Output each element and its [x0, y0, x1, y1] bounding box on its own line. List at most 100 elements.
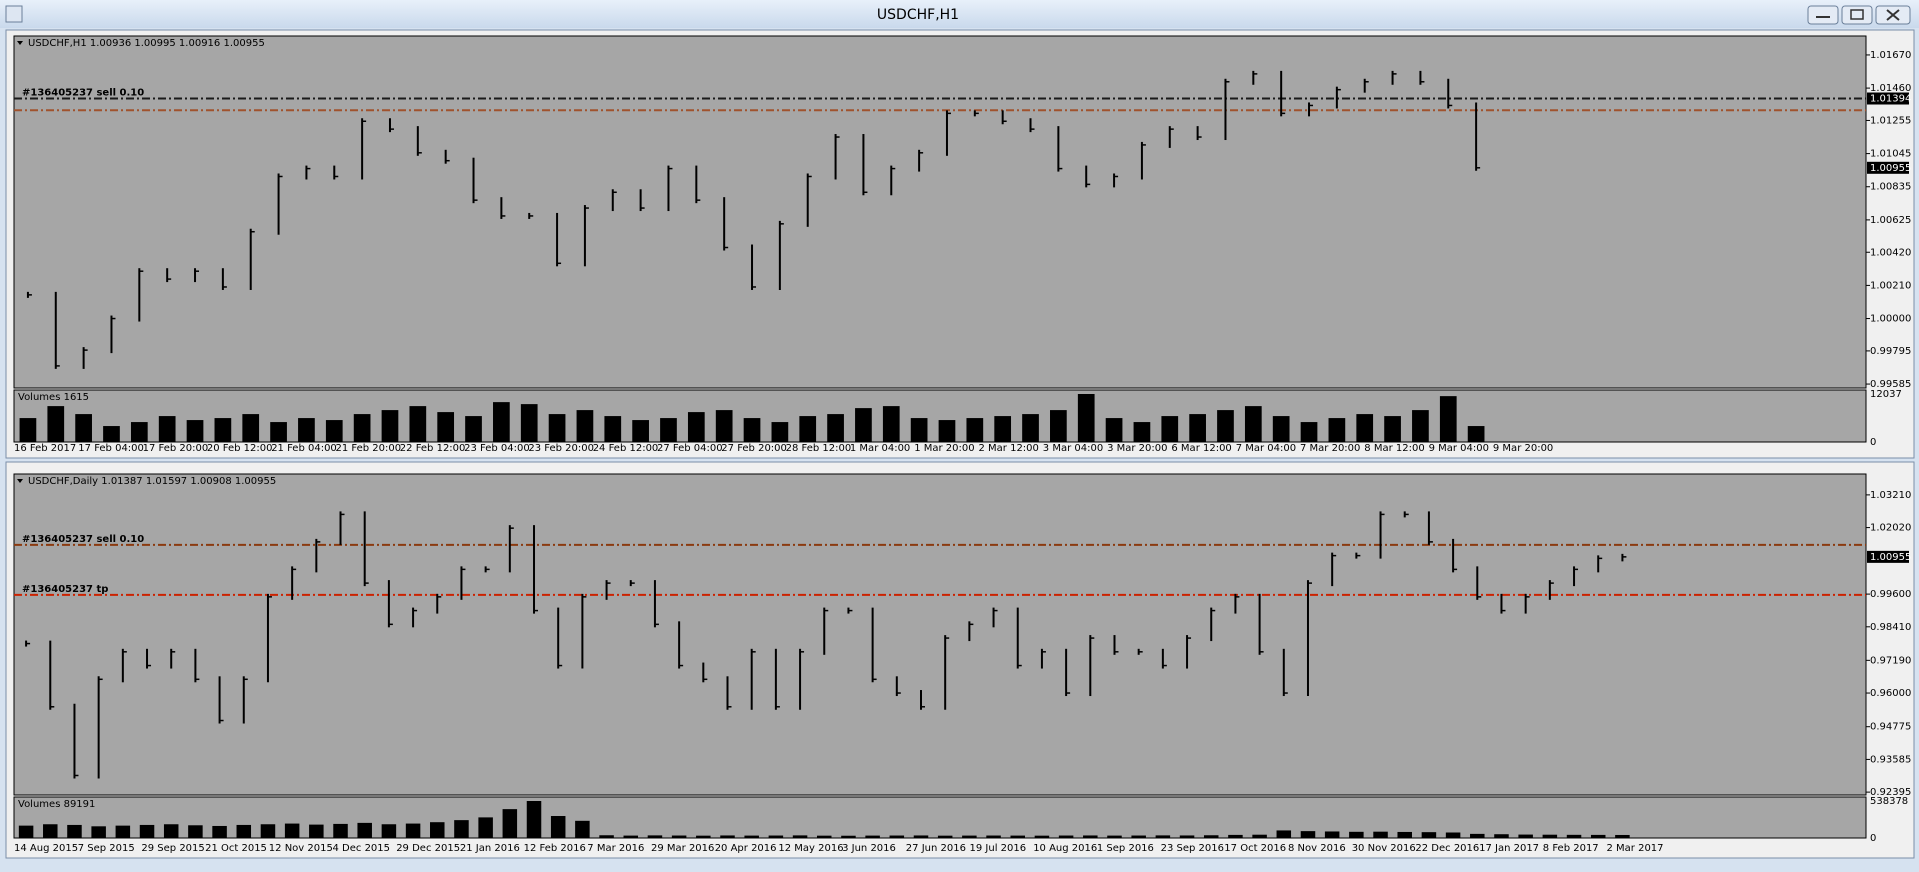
y-tick-label: 0.93585 — [1870, 754, 1911, 765]
x-tick-label: 21 Feb 20:00 — [336, 443, 402, 454]
x-tick-label: 19 Jul 2016 — [970, 843, 1027, 854]
minimize-button[interactable] — [1807, 5, 1839, 25]
volume-bar — [575, 820, 590, 838]
title-bar — [0, 0, 1919, 28]
x-tick-label: 9 Mar 04:00 — [1429, 443, 1489, 454]
y-tick-label: 1.00835 — [1870, 182, 1911, 193]
volume-bar — [938, 420, 956, 442]
volume-bar — [1217, 410, 1234, 442]
volume-bar — [353, 414, 371, 442]
volume-bar — [1107, 835, 1122, 838]
volume-bar — [260, 824, 276, 838]
x-tick-label: 1 Mar 20:00 — [914, 443, 974, 454]
volume-bar — [647, 835, 663, 838]
order-label: #136405237 sell 0.10 — [22, 88, 144, 99]
volume-bar — [913, 835, 929, 838]
volume-bar — [576, 410, 594, 442]
x-tick-label: 27 Jun 2016 — [906, 843, 966, 854]
y-tick-label: 1.01255 — [1870, 115, 1911, 126]
volume-bar — [1397, 831, 1412, 838]
x-tick-label: 7 Mar 20:00 — [1300, 443, 1360, 454]
volume-bar — [130, 422, 148, 442]
y-tick-label: 0.94775 — [1870, 722, 1911, 733]
volume-bar — [841, 835, 856, 838]
order-label: #136405237 sell 0.10 — [22, 534, 144, 545]
x-tick-label: 12 Feb 2016 — [524, 843, 586, 854]
volume-bar — [1518, 834, 1533, 838]
volume-bar — [994, 416, 1012, 442]
x-tick-label: 22 Dec 2016 — [1415, 843, 1479, 854]
volume-bar — [671, 835, 687, 838]
y-tick-label: 0.96000 — [1870, 688, 1911, 699]
volume-bar — [910, 418, 928, 442]
x-tick-label: 9 Mar 20:00 — [1493, 443, 1553, 454]
volume-bar — [1252, 834, 1267, 838]
volume-bar — [1010, 835, 1025, 838]
x-tick-label: 8 Feb 2017 — [1543, 843, 1599, 854]
window-icon[interactable] — [5, 5, 23, 23]
volume-bar — [1412, 410, 1429, 442]
x-tick-label: 17 Feb 20:00 — [143, 443, 209, 454]
x-tick-label: 12 Nov 2015 — [269, 843, 333, 854]
volume-bar — [1034, 835, 1050, 838]
y-tick-label: 0.97190 — [1870, 655, 1911, 666]
volume-bar — [1131, 835, 1146, 838]
restore-button[interactable] — [1841, 5, 1873, 25]
volume-bar — [1077, 394, 1095, 442]
y-tick-label: 1.00210 — [1870, 280, 1911, 291]
volume-bar — [1356, 414, 1374, 442]
x-tick-label: 29 Dec 2015 — [396, 843, 460, 854]
order-price-tag — [1867, 92, 1909, 105]
volume-bar — [632, 420, 649, 442]
volume-bar — [1022, 414, 1039, 442]
volume-bar — [526, 801, 542, 838]
volume-bar — [493, 402, 510, 442]
volume-tick-label: 12037 — [1870, 389, 1902, 400]
volume-bar — [1328, 418, 1346, 442]
volume-bar — [430, 822, 445, 838]
order-price-label: 1.01394 — [1870, 94, 1911, 105]
volume-bar — [660, 418, 677, 442]
volume-bar — [1384, 416, 1401, 442]
y-tick-label: 1.02020 — [1870, 523, 1911, 534]
x-tick-label: 24 Feb 12:00 — [593, 443, 659, 454]
x-tick-label: 20 Apr 2016 — [715, 843, 777, 854]
x-tick-label: 7 Mar 04:00 — [1236, 443, 1296, 454]
volume-tick-label: 0 — [1870, 437, 1876, 448]
volume-bar — [1300, 831, 1316, 838]
x-tick-label: 7 Sep 2015 — [78, 843, 135, 854]
x-tick-label: 17 Feb 04:00 — [78, 443, 144, 454]
volume-bar — [437, 412, 455, 442]
chart-header: USDCHF,Daily 1.01387 1.01597 1.00908 1.0… — [28, 476, 276, 487]
volume-bar — [139, 824, 155, 838]
x-tick-label: 28 Feb 12:00 — [786, 443, 852, 454]
volume-bar — [75, 414, 92, 442]
volume-bar — [715, 410, 733, 442]
volume-bar — [799, 416, 817, 442]
volume-bar — [309, 824, 324, 838]
volume-bar — [1566, 834, 1582, 838]
volume-bar — [1373, 831, 1388, 838]
current-price-tag — [1867, 550, 1909, 563]
volume-bar — [242, 414, 260, 442]
x-tick-label: 21 Jan 2016 — [460, 843, 520, 854]
x-tick-label: 8 Nov 2016 — [1288, 843, 1346, 854]
volume-bar — [1494, 834, 1509, 838]
volume-bar — [43, 824, 58, 838]
volume-bar — [18, 825, 34, 838]
current-price-label: 1.00955 — [1870, 163, 1911, 174]
x-tick-label: 29 Mar 2016 — [651, 843, 714, 854]
volume-bar — [743, 418, 761, 442]
y-tick-label: 1.01045 — [1870, 149, 1911, 160]
x-tick-label: 1 Mar 04:00 — [850, 443, 910, 454]
y-tick-label: 1.00000 — [1870, 314, 1911, 325]
volume-bar — [816, 835, 832, 838]
x-tick-label: 27 Feb 04:00 — [657, 443, 723, 454]
x-tick-label: 8 Mar 12:00 — [1364, 443, 1424, 454]
volume-bar — [687, 412, 705, 442]
y-tick-label: 1.01670 — [1870, 50, 1911, 61]
y-tick-label: 0.92395 — [1870, 787, 1911, 798]
volume-bar — [771, 422, 789, 442]
x-tick-label: 2 Mar 2017 — [1607, 843, 1664, 854]
y-tick-label: 0.99795 — [1870, 346, 1911, 357]
